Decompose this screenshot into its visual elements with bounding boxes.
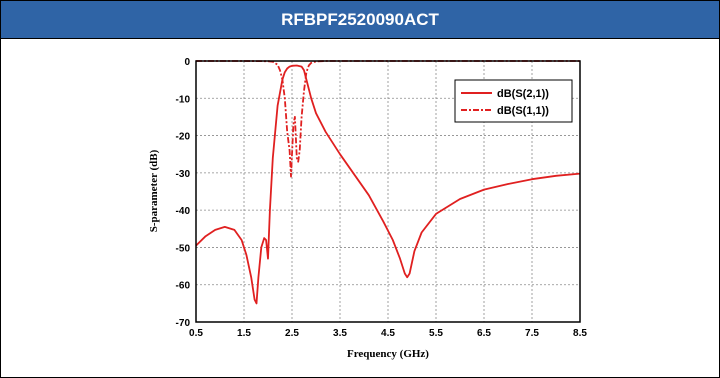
legend-label-s21: dB(S(2,1)) [497,88,549,100]
page-title: RFBPF2520090ACT [1,1,719,39]
series-lines [195,60,581,305]
series-line-s21 [195,64,581,305]
x-tick-label: 4.5 [381,328,395,339]
tick-labels: 0.5 1.5 2.5 3.5 4.5 5.5 6.5 7.5 8.5 0 -10 -20 -30 -40… [176,57,588,339]
plot-frame [195,60,581,323]
legend-box [454,79,573,123]
legend: dB(S(2,1)) dB(S(1,1)) [454,79,573,123]
y-tick-label: -20 [176,132,191,143]
x-tick-label: 3.5 [333,328,347,339]
x-tick-label: 6.5 [477,328,491,339]
x-tick-label: 7.5 [525,328,539,339]
x-axis-label: Frequency (GHz) [347,348,429,360]
series-line-s11 [196,60,580,178]
x-tick-label: 5.5 [429,328,443,339]
x-tick-label: 0.5 [189,328,203,339]
y-tick-label: -30 [176,169,191,180]
y-tick-label: -60 [176,281,191,292]
s-parameter-chart: 0.5 1.5 2.5 3.5 4.5 5.5 6.5 7.5 8.5 0 -10 -20 -30 -40… [148,57,588,360]
y-tick-label: -50 [176,243,191,254]
legend-label-s11: dB(S(1,1)) [497,105,549,117]
x-tick-label: 2.5 [285,328,299,339]
y-tick-label: -40 [176,206,191,217]
y-tick-label: 0 [184,57,190,68]
y-tick-label: -10 [176,94,191,105]
y-tick-label: -70 [176,318,191,329]
y-axis-label: S-parameter (dB) [148,149,160,232]
x-tick-label: 1.5 [237,328,251,339]
x-tick-label: 8.5 [573,328,587,339]
